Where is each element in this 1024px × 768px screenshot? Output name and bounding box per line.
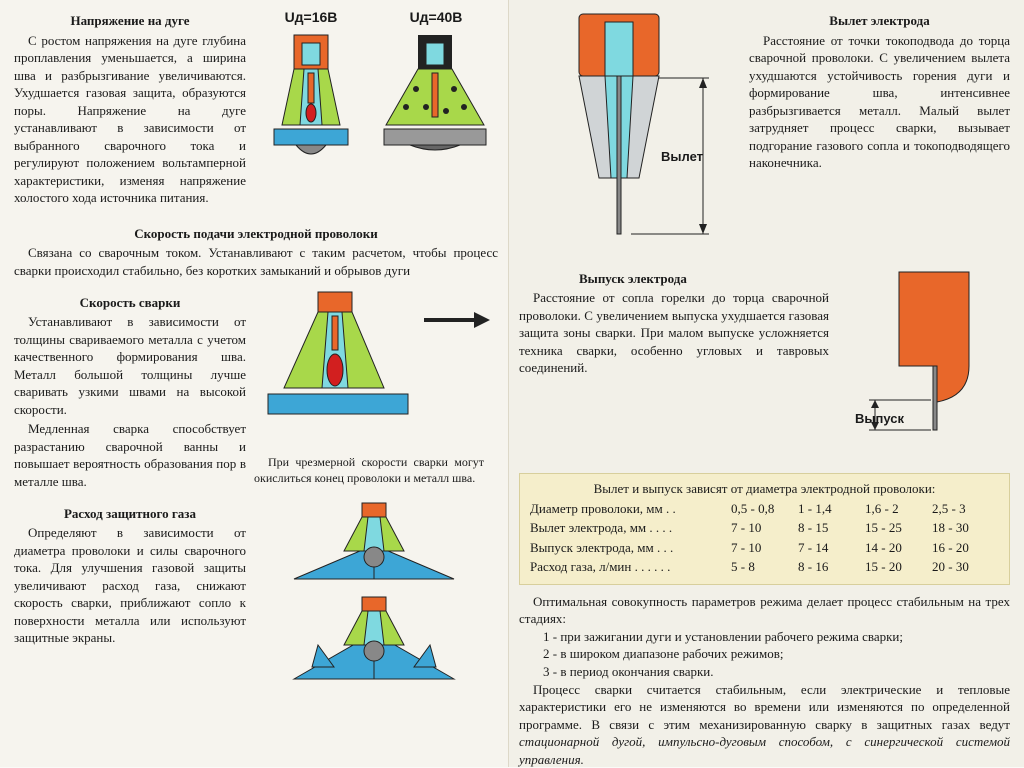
fillet-diagram-top xyxy=(254,501,494,591)
ext-label: Выпуск xyxy=(855,410,1024,428)
stickout-diagram-wrap: Вылет xyxy=(519,8,749,276)
gas-section: Расход защитного газа Определяют в завис… xyxy=(14,501,498,691)
table-row: Вылет электрода, мм . . . .7 - 108 - 151… xyxy=(530,519,999,537)
speed-caption: При чрезмерной скорости сварки могут оки… xyxy=(254,454,484,486)
row-name: Расход газа, л/мин . . . . . . xyxy=(530,558,731,576)
u1-label: Uд=16В xyxy=(256,8,366,27)
row-value: 8 - 15 xyxy=(798,519,865,537)
row-name: Вылет электрода, мм . . . . xyxy=(530,519,731,537)
row-value: 1 - 1,4 xyxy=(798,500,865,518)
row-value: 15 - 25 xyxy=(865,519,932,537)
footer-p2b: стационарной дугой, импульсно-дуговым сп… xyxy=(519,734,1010,767)
ext-title: Выпуск электрода xyxy=(519,270,829,288)
gas-title: Расход защитного газа xyxy=(14,505,246,523)
stickout-title: Вылет электрода xyxy=(749,12,1010,30)
footer-p2: Процесс сварки считается стабильным, есл… xyxy=(519,681,1010,768)
stickout-section: Вылет Вылет электрода Расстояние от точк… xyxy=(519,8,1010,276)
footer-s3: 3 - в период окончания сварки. xyxy=(519,663,1010,681)
row-value: 20 - 30 xyxy=(932,558,999,576)
row-value: 7 - 10 xyxy=(731,539,798,557)
row-name: Диаметр проволоки, мм . . xyxy=(530,500,731,518)
feed-title: Скорость подачи электродной проволоки xyxy=(14,225,498,243)
ext-diagram-wrap: Выпуск xyxy=(829,266,1010,464)
footer-p2a: Процесс сварки считается стабильным, есл… xyxy=(519,682,1010,732)
row-value: 0,5 - 0,8 xyxy=(731,500,798,518)
voltage-section: Напряжение на дуге С ростом напряжения н… xyxy=(14,8,498,219)
stickout-diagram xyxy=(519,8,739,258)
row-value: 15 - 20 xyxy=(865,558,932,576)
fillet-diagram-bottom xyxy=(254,595,494,691)
footer-block: Оптимальная совокупность параметров режи… xyxy=(519,593,1010,768)
speed-text: Устанавливают в зависимости от толщины с… xyxy=(14,313,246,418)
row-value: 2,5 - 3 xyxy=(932,500,999,518)
speed-section: Скорость сварки Устанавливают в зависимо… xyxy=(14,290,498,491)
torch-diagram-40v xyxy=(376,29,496,219)
table-row: Диаметр проволоки, мм . .0,5 - 0,81 - 1,… xyxy=(530,500,999,518)
gas-diagrams xyxy=(246,501,498,691)
ext-section: Выпуск электрода Расстояние от сопла гор… xyxy=(519,266,1010,464)
row-name: Выпуск электрода, мм . . . xyxy=(530,539,731,557)
footer-p1: Оптимальная совокупность параметров режи… xyxy=(519,593,1010,628)
speed-diagram-wrap: При чрезмерной скорости сварки могут оки… xyxy=(246,290,498,491)
row-value: 14 - 20 xyxy=(865,539,932,557)
row-value: 5 - 8 xyxy=(731,558,798,576)
table-rows: Диаметр проволоки, мм . .0,5 - 0,81 - 1,… xyxy=(530,500,999,576)
stickout-label: Вылет xyxy=(661,148,885,166)
footer-s1: 1 - при зажигании дуги и установлении ра… xyxy=(519,628,1010,646)
table-row: Выпуск электрода, мм . . .7 - 107 - 1414… xyxy=(530,539,999,557)
param-table: Вылет и выпуск зависят от диаметра элект… xyxy=(519,473,1010,585)
speed-title: Скорость сварки xyxy=(14,294,246,312)
row-value: 8 - 16 xyxy=(798,558,865,576)
table-row: Расход газа, л/мин . . . . . .5 - 88 - 1… xyxy=(530,558,999,576)
row-value: 7 - 10 xyxy=(731,519,798,537)
voltage-text: С ростом напряжения на дуге глубина проп… xyxy=(14,32,246,207)
right-column: Вылет Вылет электрода Расстояние от точк… xyxy=(508,0,1024,767)
speed-text2: Медленная сварка способствует разрастани… xyxy=(14,420,246,490)
footer-s2: 2 - в широком диапазоне рабочих режимов; xyxy=(519,645,1010,663)
feed-text: Связана со сварочным током. Устанавливаю… xyxy=(14,244,498,279)
table-title: Вылет и выпуск зависят от диаметра элект… xyxy=(530,480,999,498)
row-value: 7 - 14 xyxy=(798,539,865,557)
left-column: Напряжение на дуге С ростом напряжения н… xyxy=(0,0,508,767)
torch-diagram-16v xyxy=(256,29,366,219)
row-value: 16 - 20 xyxy=(932,539,999,557)
speed-diagram xyxy=(254,290,494,450)
gas-text: Определяют в зависимости от диаметра про… xyxy=(14,524,246,647)
voltage-diagrams: Uд=16В Uд=40В xyxy=(246,8,498,219)
row-value: 18 - 30 xyxy=(932,519,999,537)
row-value: 1,6 - 2 xyxy=(865,500,932,518)
voltage-title: Напряжение на дуге xyxy=(14,12,246,30)
u2-label: Uд=40В xyxy=(376,8,496,27)
ext-text: Расстояние от сопла горелки до торца сва… xyxy=(519,289,829,377)
